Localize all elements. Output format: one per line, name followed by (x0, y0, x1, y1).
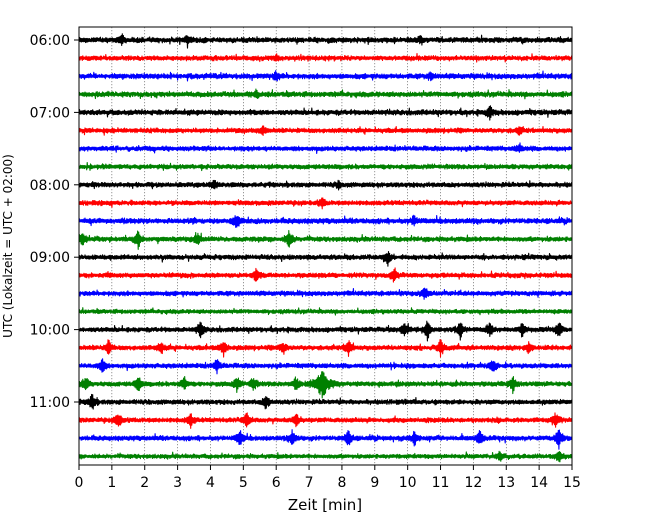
y-tick-label: 07:00 (30, 105, 70, 121)
trace-row-0915 (78, 267, 573, 283)
trace-row-0900 (78, 250, 573, 267)
x-tick-label: 11 (432, 475, 450, 491)
y-axis-label: UTC (Lokalzeit = UTC + 02:00) (1, 154, 15, 338)
trace-row-0700 (78, 105, 573, 121)
y-tick-label: 09:00 (30, 250, 70, 266)
x-tick-label: 2 (140, 475, 149, 491)
x-tick-label: 6 (272, 475, 281, 491)
trace-row-1115 (78, 412, 573, 429)
trace-row-0615 (78, 53, 573, 63)
trace-row-0745 (78, 162, 573, 172)
trace-row-1000 (78, 320, 573, 342)
y-tick-label: 06:00 (30, 33, 70, 49)
x-tick-label: 7 (305, 475, 314, 491)
x-tick-label: 5 (239, 475, 248, 491)
seismogram-traces (78, 33, 573, 463)
x-axis-label: Zeit [min] (288, 496, 362, 514)
trace-row-1030 (78, 358, 573, 375)
y-tick-label: 10:00 (30, 323, 70, 339)
trace-row-0645 (78, 88, 573, 100)
trace-row-0815 (78, 197, 573, 210)
plot-frame (78, 26, 573, 466)
x-tick-label: 3 (173, 475, 182, 491)
trace-row-0800 (78, 179, 573, 191)
trace-row-0930 (78, 287, 573, 300)
trace-row-0845 (78, 230, 573, 250)
y-tick-label: 08:00 (30, 178, 70, 194)
trace-row-1145 (78, 450, 573, 463)
trace-row-1130 (78, 429, 573, 450)
x-tick-label: 13 (497, 475, 515, 491)
trace-row-1045 (78, 371, 573, 399)
y-axis-ticks: 06:00 07:00 08:00 09:00 10:00 11:00 (30, 33, 79, 411)
x-tick-label: 14 (530, 475, 548, 491)
trace-row-0830 (78, 214, 573, 228)
trace-row-0730 (78, 142, 573, 154)
trace-row-1015 (78, 339, 573, 358)
x-tick-label: 12 (464, 475, 482, 491)
x-tick-label: 0 (75, 475, 84, 491)
x-tick-label: 8 (337, 475, 346, 491)
trace-row-0945 (78, 307, 573, 316)
trace-row-0715 (78, 125, 573, 137)
x-tick-label: 10 (399, 475, 417, 491)
x-tick-label: 15 (563, 475, 581, 491)
x-axis-ticks: 0 1 2 3 4 5 6 7 8 9 10 11 12 13 14 15 (75, 465, 581, 491)
x-tick-label: 9 (370, 475, 379, 491)
x-tick-label: 4 (206, 475, 215, 491)
trace-row-0630 (78, 70, 573, 82)
trace-row-0600 (78, 33, 573, 49)
y-tick-label: 11:00 (30, 395, 70, 411)
trace-row-1100 (78, 393, 573, 410)
x-tick-label: 1 (107, 475, 116, 491)
